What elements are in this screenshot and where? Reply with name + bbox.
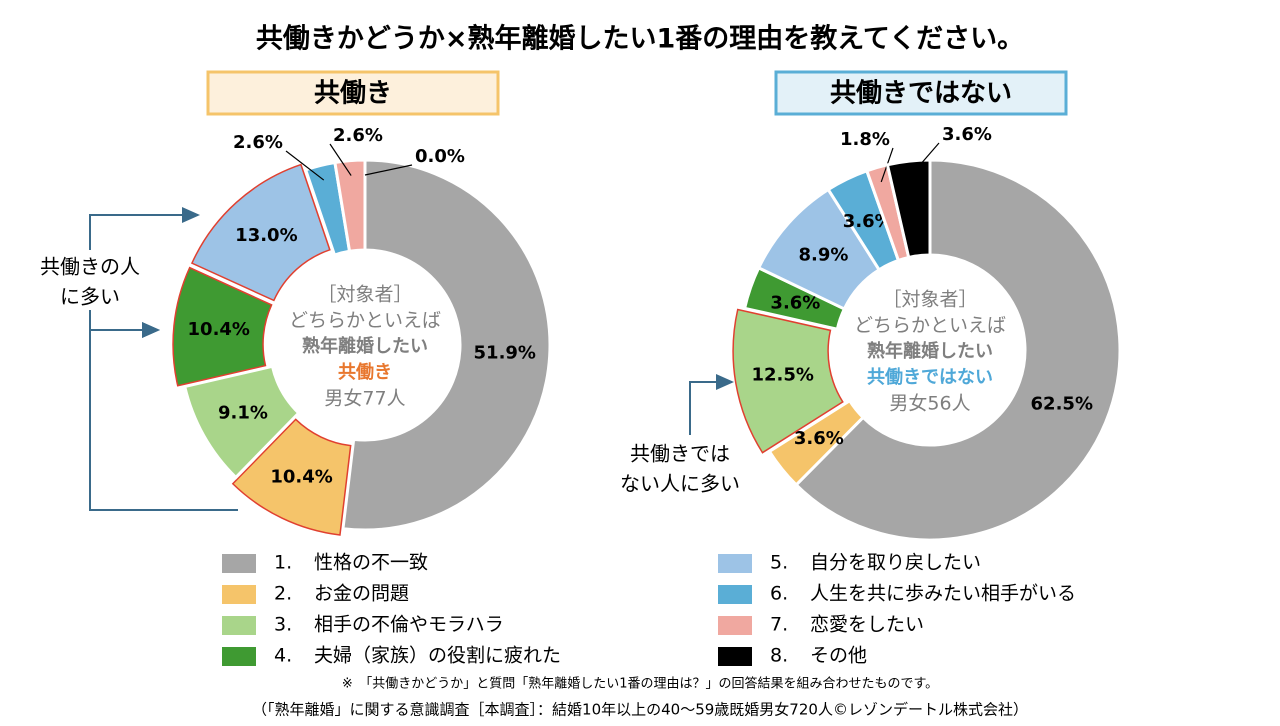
center-text: 熟年離婚したい xyxy=(302,335,428,357)
annotation: に多い xyxy=(60,285,120,309)
value-label: 9.1% xyxy=(218,403,268,424)
source: （「熟年離婚」に関する意識調査［本調査］：結婚10年以上の40～59歳既婚男女7… xyxy=(252,701,1028,719)
chart-title-box xyxy=(206,70,500,116)
value-label: 13.0% xyxy=(235,225,297,246)
center-text: 男女56人 xyxy=(889,393,970,415)
legend-swatch xyxy=(222,585,256,604)
value-label: 3.6% xyxy=(794,428,844,449)
legend-label: 人生を共に歩みたい相手がいる xyxy=(810,583,1076,605)
legend-number: 5. xyxy=(770,552,788,574)
value-label: 12.5% xyxy=(751,364,813,385)
legend-number: 2. xyxy=(274,583,292,605)
value-label: 2.6% xyxy=(233,132,283,153)
leader-line xyxy=(364,164,413,176)
donut-slice xyxy=(341,158,552,532)
center-text: ［対象者］ xyxy=(882,289,977,311)
center-text: 共働きではない xyxy=(867,366,993,388)
legend-label: 夫婦（家族）の役割に疲れた xyxy=(314,645,561,667)
legend-label: 恋愛をしたい xyxy=(810,614,924,636)
leader-line xyxy=(285,150,325,181)
legend-swatch xyxy=(222,616,256,635)
value-label: 3.6% xyxy=(942,124,992,145)
leader-line xyxy=(329,143,352,176)
donut-slice xyxy=(732,308,844,454)
annotation: 共働きでは xyxy=(630,442,730,466)
legend-swatch xyxy=(718,616,752,635)
value-label: 0.0% xyxy=(415,146,465,167)
center-text: 熟年離婚したい xyxy=(867,340,993,362)
center-text: どちらかといえば xyxy=(854,315,1006,337)
value-label: 51.9% xyxy=(474,342,536,363)
legend-number: 6. xyxy=(770,583,788,605)
legend-label: 性格の不一致 xyxy=(314,552,428,574)
center-text: 男女77人 xyxy=(324,388,405,410)
donut-slice xyxy=(190,163,331,302)
footnote: ※ 「共働きかどうか」と質問「熟年離婚したい1番の理由は？」の回答結果を組み合わ… xyxy=(342,676,938,692)
legend-number: 3. xyxy=(274,614,292,636)
legend-label: 相手の不倫やモラハラ xyxy=(314,614,504,636)
legend-number: 8. xyxy=(770,645,788,667)
legend-swatch xyxy=(222,554,256,573)
value-label: 3.6% xyxy=(770,292,820,313)
donut-slice xyxy=(182,364,301,480)
annotation: 共働きの人 xyxy=(40,255,140,279)
center-text: 共働き xyxy=(338,361,392,383)
value-label: 10.4% xyxy=(188,319,250,340)
value-label: 1.8% xyxy=(840,129,890,150)
legend-number: 1. xyxy=(274,552,292,574)
donut-slice xyxy=(794,158,1122,542)
center-text: ［対象者］ xyxy=(317,284,412,306)
legend-label: お金の問題 xyxy=(314,583,409,605)
annotation: ない人に多い xyxy=(620,472,740,496)
donut-slice xyxy=(172,266,273,387)
legend-label: 自分を取り戻したい xyxy=(810,552,981,574)
legend-swatch xyxy=(222,647,256,666)
value-label: 62.5% xyxy=(1031,393,1093,414)
chart-title-box xyxy=(774,70,1068,116)
arrow xyxy=(89,207,200,250)
legend-swatch xyxy=(718,647,752,666)
leader-line xyxy=(909,142,940,177)
legend-number: 4. xyxy=(274,645,292,667)
chart-title: 共働きではない xyxy=(830,79,1012,109)
donut-slice xyxy=(231,418,352,536)
arrow xyxy=(689,374,734,435)
title: 共働きかどうか×熟年離婚したい1番の理由を教えてください。 xyxy=(256,23,1024,55)
value-label: 2.6% xyxy=(333,125,383,146)
legend-number: 7. xyxy=(770,614,788,636)
donut-slice xyxy=(767,398,866,487)
legend-label: その他 xyxy=(810,645,867,667)
legend-swatch xyxy=(718,554,752,573)
value-label: 10.4% xyxy=(270,467,332,488)
donut-slice xyxy=(885,158,932,260)
center-text: どちらかといえば xyxy=(289,310,441,332)
value-label: 8.9% xyxy=(799,244,849,265)
chart-title: 共働き xyxy=(314,79,392,109)
value-label: 3.6% xyxy=(843,211,893,232)
legend-swatch xyxy=(718,585,752,604)
